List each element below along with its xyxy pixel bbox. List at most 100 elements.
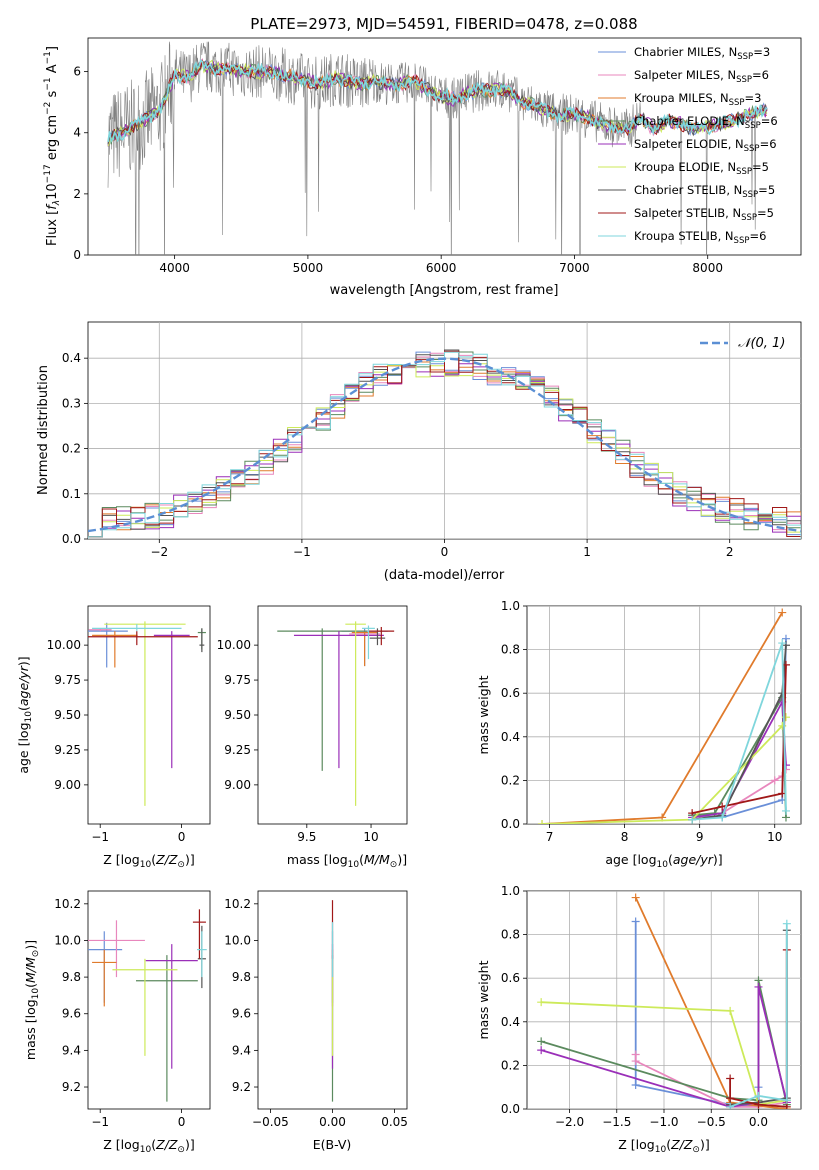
- age_vs_mass-xtick-label: 10: [363, 830, 378, 844]
- weight-marker: [631, 917, 640, 926]
- weight_vs_age-ytick-label: 0.0: [501, 817, 520, 831]
- weight-marker: [754, 982, 763, 991]
- mass_vs_ebv-ytick-label: 9.6: [232, 1007, 251, 1021]
- mass_vs_Z-ytick-label: 9.4: [62, 1043, 81, 1057]
- age_vs_mass-xtick-label: 9.5: [297, 830, 316, 844]
- age_vs_mass-plot-area: [277, 621, 395, 806]
- mass_vs_Z-axes: −1 0 9.2 9.4 9.6 9.8 10.0 10.2: [54, 890, 211, 1129]
- spectrum-plot-area: [107, 41, 768, 255]
- weight_vs_Z-ytick-label: 0.8: [501, 928, 520, 942]
- residuals-ytick-label: 0.2: [62, 442, 81, 456]
- weight_vs_age-frame: [526, 605, 802, 825]
- figure-title: PLATE=2973, MJD=54591, FIBERID=0478, z=0…: [250, 15, 637, 33]
- spectrum-ytick-label: 4: [73, 126, 81, 140]
- weight-marker: [537, 998, 546, 1007]
- residuals-xtick-label: 1: [583, 545, 591, 559]
- weight_vs_Z-xtick-label: 0.0: [749, 1115, 768, 1129]
- weight_vs_age-plot-area: [527, 606, 801, 824]
- age_vs_Z-ytick-label: 10.00: [47, 638, 81, 652]
- age_vs_mass-ytick-label: 10.00: [217, 638, 251, 652]
- mass_vs_Z-frame: [87, 890, 211, 1110]
- weight-line-chabrier-stelib: [692, 645, 787, 821]
- residuals-xtick-label: 0: [441, 545, 449, 559]
- residuals-ytick-label: 0.4: [62, 351, 81, 365]
- weight_vs_Z-ytick-label: 0.2: [501, 1058, 520, 1072]
- weight_vs_age-axes: 7 8 9 10 0.0 0.2 0.4 0.6 0.8 1.0: [501, 599, 802, 844]
- mass_vs_ebv-ytick-label: 9.2: [232, 1080, 251, 1094]
- weight-vs-age-ylabel: mass weight: [476, 675, 491, 754]
- weight-line-kroupa-elodie: [541, 1001, 787, 1106]
- normal-legend-label: 𝒩(0, 1): [738, 336, 785, 351]
- spectrum-axes: 4000 5000 6000 7000 8000 0 2 4 6: [73, 37, 802, 275]
- weight-vs-z-ylabel: mass weight: [476, 960, 491, 1039]
- spectrum-xtick-label: 6000: [426, 261, 457, 275]
- weight_vs_Z-xtick-label: −2.0: [555, 1115, 584, 1129]
- age_vs_Z-xtick-label: 0: [178, 830, 186, 844]
- weight_vs_age-ytick-label: 0.8: [501, 643, 520, 657]
- residuals-ylabel: Normed distribution: [36, 365, 51, 495]
- residuals-plot-area: [88, 322, 801, 539]
- age-vs-mass-xlabel: mass [log10(M/M⊙)]: [287, 852, 407, 870]
- mass_vs_Z-plot-area: [88, 909, 207, 1102]
- mass_vs_ebv-axes: −0.05 0.00 0.05 9.2 9.4 9.6 9.8 10.0 10.2: [224, 890, 408, 1129]
- mass_vs_Z-ytick-label: 9.6: [62, 1007, 81, 1021]
- weight_vs_Z-plot-area: [527, 891, 801, 1109]
- weight-marker: [718, 802, 727, 811]
- weight-marker: [718, 813, 727, 822]
- weight-vs-z-xlabel: Z [log10(Z/Z⊙)]: [618, 1137, 709, 1155]
- mass_vs_ebv-frame: [257, 890, 408, 1110]
- weight_vs_age-xtick-label: 8: [621, 830, 629, 844]
- weight-line-kroupa-elodie: [541, 716, 787, 824]
- age-vs-z-xlabel-text: Z [log10(Z/Z⊙)]: [103, 852, 194, 870]
- weight_vs_Z-xtick-label: −1.0: [649, 1115, 678, 1129]
- age_vs_Z-ytick-label: 9.25: [54, 743, 81, 757]
- age_vs_mass-frame: [257, 605, 408, 825]
- age_vs_Z-xtick-label: −1: [91, 830, 109, 844]
- spectrum-xtick-label: 5000: [293, 261, 324, 275]
- weight-marker: [631, 893, 640, 902]
- weight-line-kroupa-stelib: [692, 642, 787, 821]
- legend-entry: Kroupa MILES, NSSP=3: [634, 91, 761, 108]
- age_vs_Z-ytick-label: 9.50: [54, 708, 81, 722]
- spectrum-xtick-label: 4000: [159, 261, 190, 275]
- weight-marker: [782, 919, 791, 928]
- mass_vs_Z-xtick-label: 0: [178, 1115, 186, 1129]
- model-spectrum-salpeter-stelib: [107, 59, 768, 143]
- legend-entry: Salpeter MILES, NSSP=6: [634, 68, 769, 85]
- weight-marker: [782, 1096, 791, 1105]
- weight-line-chabrier-miles: [634, 921, 760, 1108]
- age_vs_mass-ytick-label: 9.75: [224, 673, 251, 687]
- weight_vs_Z-ytick-label: 0.0: [501, 1102, 520, 1116]
- legend-entry: Kroupa STELIB, NSSP=6: [634, 229, 766, 246]
- age_vs_Z-ytick-label: 9.75: [54, 673, 81, 687]
- residuals-xtick-label: −2: [150, 545, 168, 559]
- spectrum-frame: [87, 37, 802, 256]
- age_vs_Z-axes: −1 0 9.00 9.25 9.50 9.75 10.00: [47, 605, 211, 844]
- weight_vs_age-xtick-label: 9: [696, 830, 704, 844]
- mass_vs_ebv-xtick-label: 0.05: [381, 1115, 408, 1129]
- spectrum-xtick-label: 8000: [692, 261, 723, 275]
- mass_vs_Z-ytick-label: 9.2: [62, 1080, 81, 1094]
- residuals-xlabel: (data-model)/error: [384, 568, 505, 583]
- weight-marker: [726, 1006, 735, 1015]
- weight-marker: [726, 1094, 735, 1103]
- weight_vs_Z-ytick-label: 0.4: [501, 1015, 520, 1029]
- weight-marker: [537, 1037, 546, 1046]
- weight-marker: [726, 1102, 735, 1109]
- weight-line-salpeter-elodie: [692, 698, 787, 819]
- spectrum-ytick-label: 6: [73, 65, 81, 79]
- legend-entry: Salpeter ELODIE, NSSP=6: [634, 137, 777, 154]
- mass_vs_ebv-ytick-label: 10.2: [224, 897, 251, 911]
- mass_vs_ebv-ytick-label: 9.4: [232, 1043, 251, 1057]
- mass_vs_ebv-xtick-label: −0.05: [252, 1115, 289, 1129]
- legend-entry: Salpeter STELIB, NSSP=5: [634, 206, 774, 223]
- residuals-xtick-label: 2: [726, 545, 734, 559]
- mass_vs_ebv-ytick-label: 10.0: [224, 933, 251, 947]
- mass_vs_Z-ytick-label: 9.8: [62, 970, 81, 984]
- histogram-kroupa-stelib: [88, 351, 801, 539]
- normal-curve: [88, 357, 801, 533]
- weight-line-chabrier-miles: [692, 638, 787, 819]
- spectrum-xtick-label: 7000: [559, 261, 590, 275]
- age_vs_Z-frame: [87, 605, 211, 825]
